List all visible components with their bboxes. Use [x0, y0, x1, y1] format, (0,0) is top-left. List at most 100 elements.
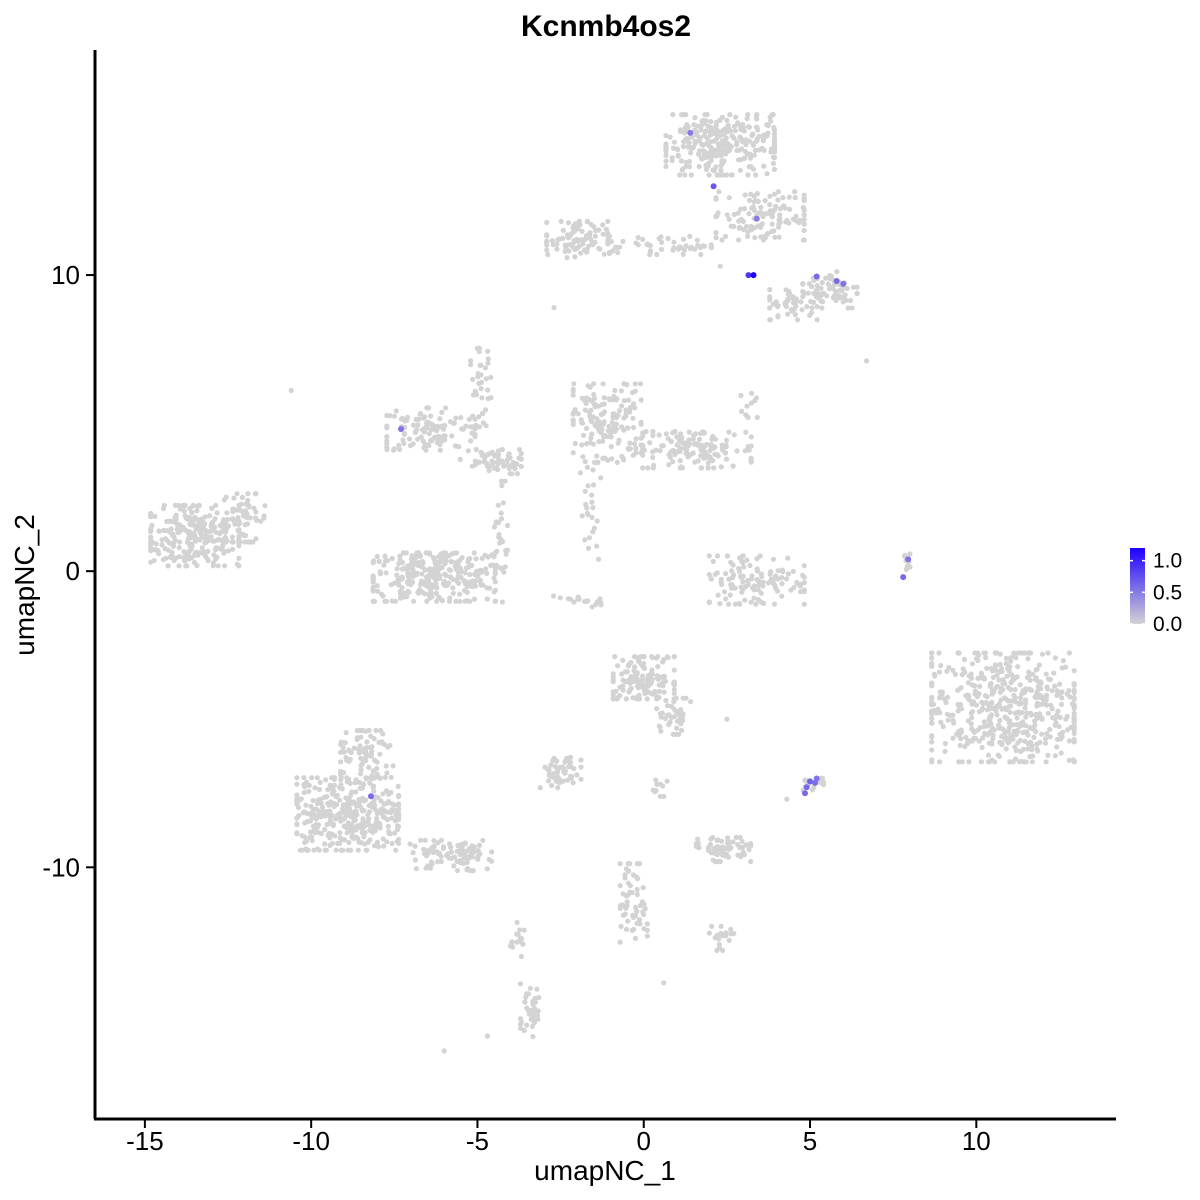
- cell-point: [779, 567, 785, 573]
- cell-point: [377, 569, 383, 575]
- cell-point: [1007, 734, 1014, 740]
- cell-point: [205, 556, 211, 563]
- cell-point: [1012, 744, 1018, 750]
- cell-point: [476, 380, 482, 387]
- cell-point: [477, 577, 484, 583]
- cell-point: [1003, 746, 1009, 752]
- cell-point: [325, 832, 331, 838]
- cell-point: [792, 189, 798, 195]
- cell-point: [589, 499, 595, 505]
- cell-point: [453, 415, 459, 421]
- color-scale-ticks: 1.00.50.0: [1130, 550, 1182, 636]
- cell-point: [168, 554, 174, 561]
- cell-point: [433, 427, 440, 433]
- cell-point: [724, 117, 730, 123]
- cell-point: [438, 551, 444, 557]
- cell-point: [428, 413, 434, 419]
- cell-point: [617, 883, 623, 889]
- cell-point: [477, 362, 483, 368]
- cell-point: [492, 598, 498, 604]
- cell-point: [303, 838, 310, 844]
- y-tick-label: 10: [51, 260, 80, 290]
- cell-point: [311, 847, 317, 853]
- cell-point: [584, 464, 591, 470]
- cell-point: [767, 287, 773, 293]
- cell-point: [658, 234, 664, 240]
- cell-point: [483, 423, 489, 429]
- cell-point: [1070, 757, 1076, 763]
- cell-point: [210, 538, 216, 544]
- cell-point: [545, 252, 551, 258]
- cell-point: [192, 550, 198, 556]
- cell-point: [430, 555, 436, 561]
- cell-point: [996, 677, 1002, 683]
- cell-point: [412, 555, 419, 561]
- cell-point: [764, 122, 770, 128]
- cell-point: [751, 152, 758, 158]
- cell-point: [767, 208, 774, 214]
- cell-point: [555, 785, 561, 791]
- cell-point: [602, 432, 608, 439]
- cell-point: [785, 571, 792, 577]
- cell-point: [732, 585, 738, 591]
- cell-point: [213, 502, 219, 508]
- cell-point: [1030, 671, 1036, 677]
- cell-point: [524, 1005, 530, 1011]
- cell-point: [302, 820, 308, 826]
- cell-point: [1038, 694, 1044, 701]
- cell-point: [423, 853, 430, 859]
- cell-point: [657, 793, 663, 800]
- cell-point: [620, 687, 626, 693]
- cell-point: [742, 448, 748, 454]
- cell-point: [462, 598, 468, 604]
- cell-point: [708, 242, 714, 248]
- expressing-points-layer: [368, 129, 912, 800]
- cell-point: [683, 450, 689, 456]
- cell-point: [343, 802, 349, 808]
- cell-point: [458, 846, 464, 853]
- cell-point: [987, 681, 994, 688]
- cell-point: [657, 724, 663, 730]
- cell-point: [343, 795, 349, 801]
- cell-point: [427, 420, 433, 426]
- cell-point: [435, 859, 441, 865]
- cell-point: [772, 207, 778, 213]
- cell-point: [737, 845, 743, 851]
- cell-point: [391, 580, 398, 586]
- cell-point: [319, 804, 325, 810]
- cell-point: [596, 419, 602, 425]
- cell-point: [944, 711, 951, 717]
- cell-point: [484, 585, 490, 591]
- cell-point: [747, 842, 754, 848]
- cell-point: [777, 212, 783, 218]
- cell-point: [369, 801, 375, 807]
- cell-point: [661, 656, 667, 663]
- cell-point: [205, 548, 211, 554]
- cell-point: [419, 571, 425, 577]
- cell-point: [767, 202, 773, 208]
- cell-point: [579, 395, 585, 401]
- cell-point: [749, 576, 755, 582]
- cell-point: [485, 356, 491, 362]
- cell-point: [220, 537, 226, 543]
- cell-point: [497, 565, 504, 571]
- cell-point: [727, 128, 734, 134]
- cell-point: [346, 839, 352, 846]
- cell-point: [480, 582, 486, 588]
- cell-point: [596, 556, 602, 562]
- cell-point: [544, 233, 550, 239]
- cell-point: [430, 844, 436, 850]
- cell-point: [414, 426, 420, 432]
- cell-point: [230, 546, 236, 552]
- cell-point: [514, 919, 520, 926]
- cell-point: [148, 539, 154, 546]
- cell-point: [577, 222, 583, 228]
- cell-point: [794, 579, 800, 585]
- cell-point: [827, 275, 833, 282]
- cell-point: [1012, 686, 1018, 693]
- cell-point: [404, 594, 410, 600]
- cell-point: [187, 533, 194, 539]
- cell-point: [978, 670, 985, 676]
- cell-point: [454, 858, 460, 865]
- cell-point: [169, 532, 176, 539]
